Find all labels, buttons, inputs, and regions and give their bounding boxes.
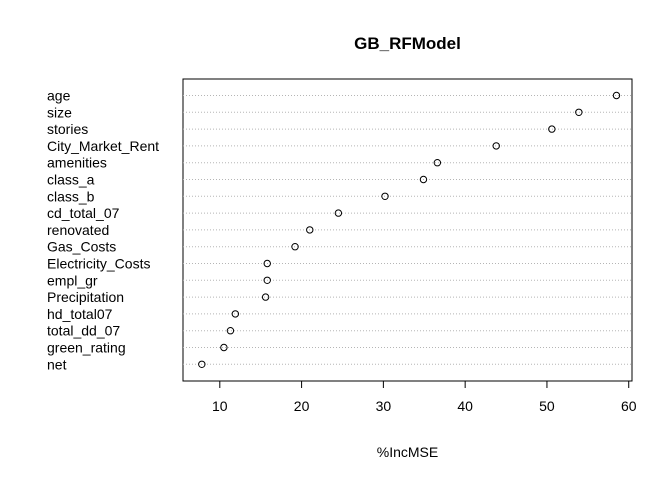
data-point — [492, 142, 500, 150]
x-tick-label: 50 — [539, 398, 555, 414]
row-label: total_dd_07 — [47, 323, 120, 339]
grid-lines — [183, 95, 632, 365]
x-tick-label: 20 — [294, 398, 310, 414]
data-point — [419, 175, 428, 184]
data-point — [231, 310, 240, 318]
row-label: Precipitation — [47, 289, 124, 305]
data-point — [575, 108, 583, 117]
data-point — [226, 327, 235, 335]
row-label: renovated — [47, 222, 109, 238]
data-point — [261, 293, 270, 301]
data-point — [306, 226, 314, 234]
data-point — [334, 209, 343, 217]
row-label: net — [47, 356, 67, 372]
row-label: class_a — [47, 172, 95, 188]
x-axis: 10 20 30 40 50 60 — [212, 380, 637, 414]
data-point — [220, 343, 228, 352]
data-point — [433, 159, 442, 167]
row-label: cd_total_07 — [47, 205, 120, 221]
row-label: hd_total07 — [47, 306, 113, 322]
row-label: empl_gr — [47, 272, 98, 288]
x-tick-label: 60 — [621, 398, 637, 414]
row-label: amenities — [47, 155, 107, 171]
data-point — [263, 276, 271, 284]
data-point — [263, 259, 271, 268]
x-tick-label: 10 — [212, 398, 228, 414]
x-tick-label: 30 — [376, 398, 392, 414]
row-label: City_Market_Rent — [47, 138, 159, 154]
row-label: green_rating — [47, 340, 126, 356]
chart-title: GB_RFModel — [354, 34, 461, 53]
x-axis-label: %IncMSE — [377, 444, 438, 460]
data-point — [381, 192, 389, 201]
row-labels: agesizestoriesCity_Market_Rentamenitiesc… — [47, 88, 159, 373]
data-point — [198, 360, 206, 368]
row-label: Electricity_Costs — [47, 256, 150, 272]
row-label: stories — [47, 121, 88, 137]
row-label: Gas_Costs — [47, 239, 116, 255]
data-point — [548, 125, 556, 133]
row-label: age — [47, 88, 71, 104]
x-tick-label: 40 — [457, 398, 473, 414]
data-point — [612, 91, 621, 100]
row-label: size — [47, 104, 72, 120]
row-label: class_b — [47, 188, 95, 204]
data-point — [291, 243, 299, 251]
data-points — [198, 91, 621, 368]
